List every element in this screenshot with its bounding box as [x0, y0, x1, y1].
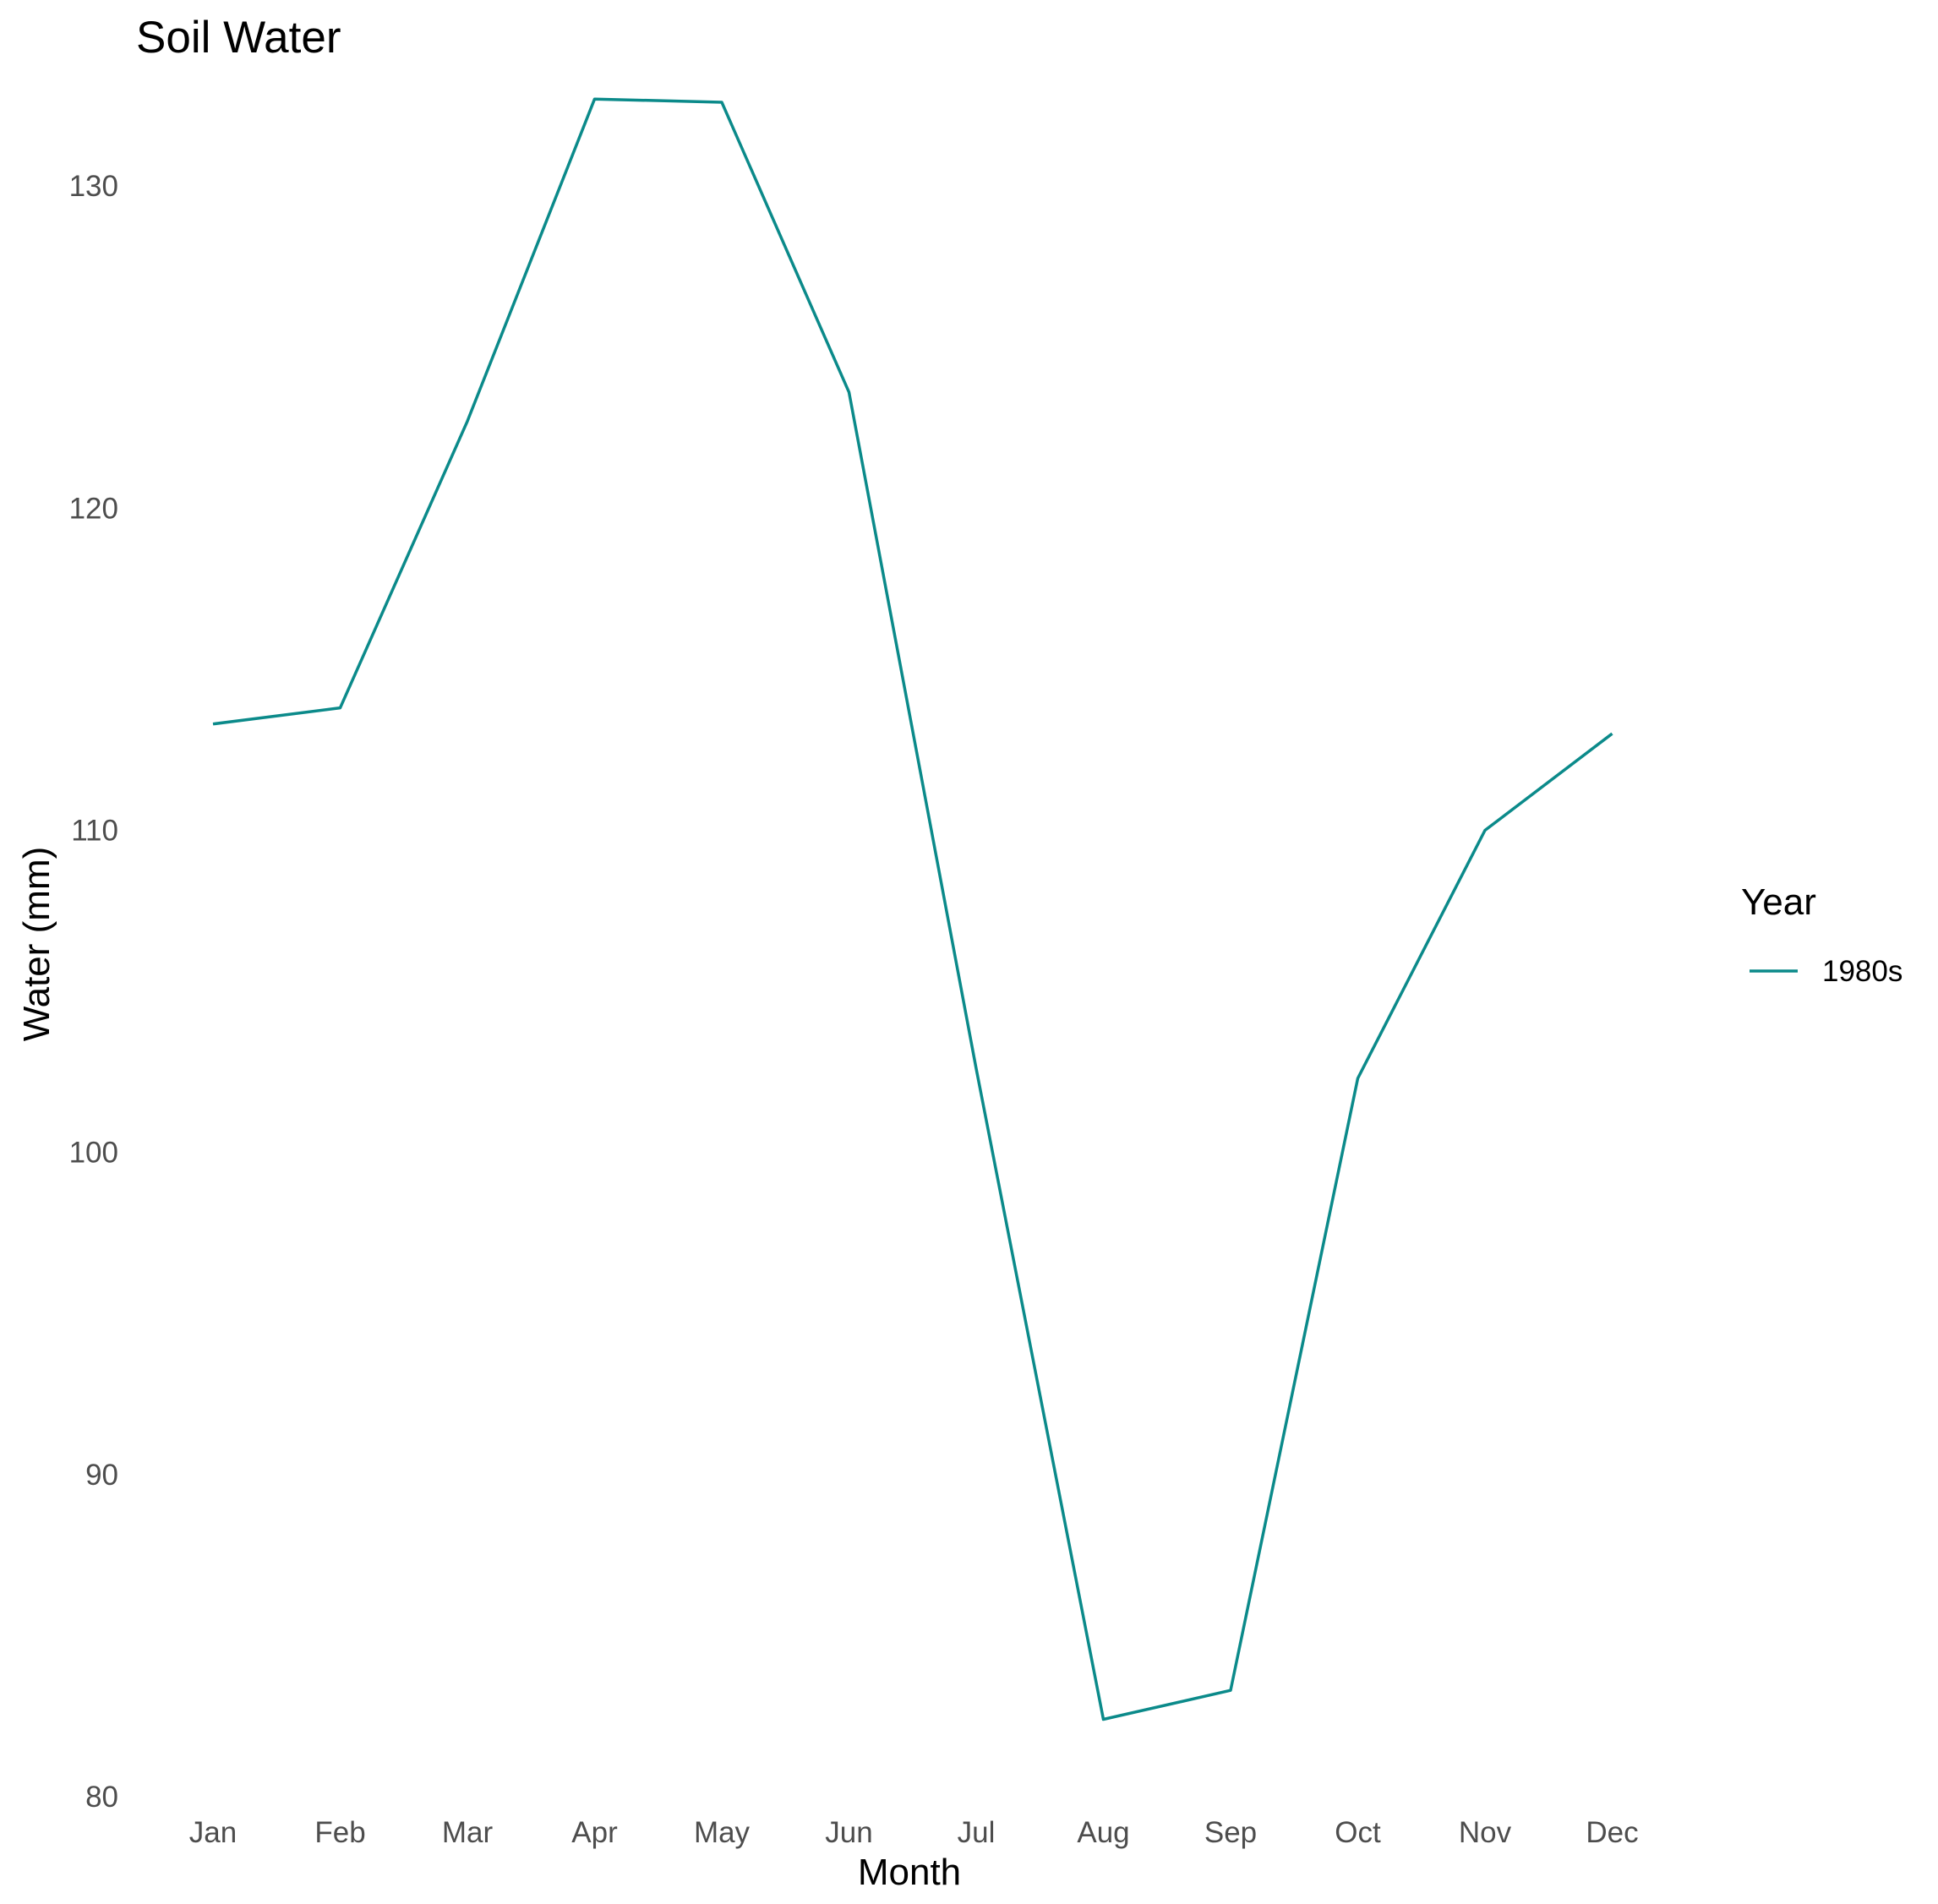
x-tick-label: Jan — [189, 1816, 237, 1849]
legend: Year 1980s — [1741, 881, 1903, 988]
x-tick-label: Apr — [571, 1816, 618, 1849]
y-tick-label: 90 — [85, 1459, 118, 1492]
series-lines — [212, 97, 1613, 1721]
legend-label: 1980s — [1822, 955, 1903, 988]
y-tick-label: 120 — [69, 492, 118, 525]
y-tick-label: 110 — [71, 814, 118, 847]
y-axis-title: Water (mm) — [16, 847, 57, 1042]
x-tick-label: Mar — [442, 1816, 494, 1849]
series-line — [212, 97, 1613, 1721]
x-tick-label: Aug — [1077, 1816, 1129, 1849]
x-tick-label: Jun — [825, 1816, 872, 1849]
y-tick-label: 100 — [69, 1137, 118, 1170]
y-tick-label: 80 — [85, 1781, 118, 1814]
x-axis-title: Month — [858, 1852, 961, 1893]
x-tick-label: Sep — [1204, 1816, 1257, 1849]
x-tick-label: Nov — [1459, 1816, 1512, 1849]
x-tick-label: Jul — [958, 1816, 996, 1849]
chart-title: Soil Water — [136, 13, 341, 63]
y-axis-ticks: 80 90 100 110 120 130 — [69, 170, 118, 1814]
y-tick-label: 130 — [69, 170, 118, 203]
x-tick-label: May — [694, 1816, 751, 1849]
x-axis-ticks: Jan Feb Mar Apr May Jun Jul Aug Sep Oct Nov Dec — [189, 1816, 1639, 1849]
x-tick-label: Oct — [1335, 1816, 1381, 1849]
x-tick-label: Dec — [1586, 1816, 1638, 1849]
legend-title: Year — [1741, 881, 1816, 923]
x-tick-label: Feb — [314, 1816, 365, 1849]
